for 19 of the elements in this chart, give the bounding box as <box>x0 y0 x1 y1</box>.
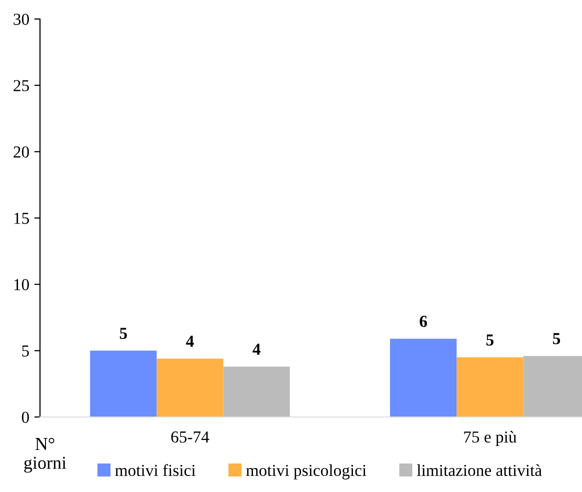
data-label: 5 <box>553 333 560 344</box>
y-tick-label: 0 <box>22 412 29 423</box>
data-label: 5 <box>120 328 127 339</box>
data-label: 4 <box>252 344 260 355</box>
legend-label: motivi psicologici <box>246 464 366 480</box>
y-tick-label: 10 <box>14 279 29 290</box>
y-tick-label: 25 <box>14 80 29 92</box>
y-tick-label: 20 <box>14 146 29 158</box>
legend-label: limitazione attività <box>416 464 542 476</box>
x-tick-label: 75 e più <box>464 430 516 446</box>
y-tick-label: 30 <box>14 14 29 25</box>
y-tick-label: 15 <box>14 212 29 224</box>
data-label: 4 <box>186 336 194 347</box>
text: N° giorni <box>24 438 66 473</box>
x-tick-label: 65-74 <box>171 431 210 443</box>
y-tick-label: 5 <box>22 346 29 357</box>
legend-label: motivi fisici <box>115 464 196 476</box>
data-label: 6 <box>420 316 428 328</box>
data-label: 5 <box>486 334 494 346</box>
